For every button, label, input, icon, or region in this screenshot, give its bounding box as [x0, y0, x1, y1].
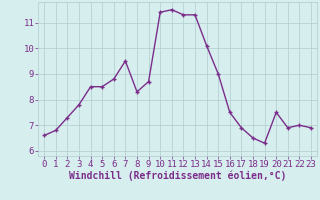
X-axis label: Windchill (Refroidissement éolien,°C): Windchill (Refroidissement éolien,°C) [69, 171, 286, 181]
